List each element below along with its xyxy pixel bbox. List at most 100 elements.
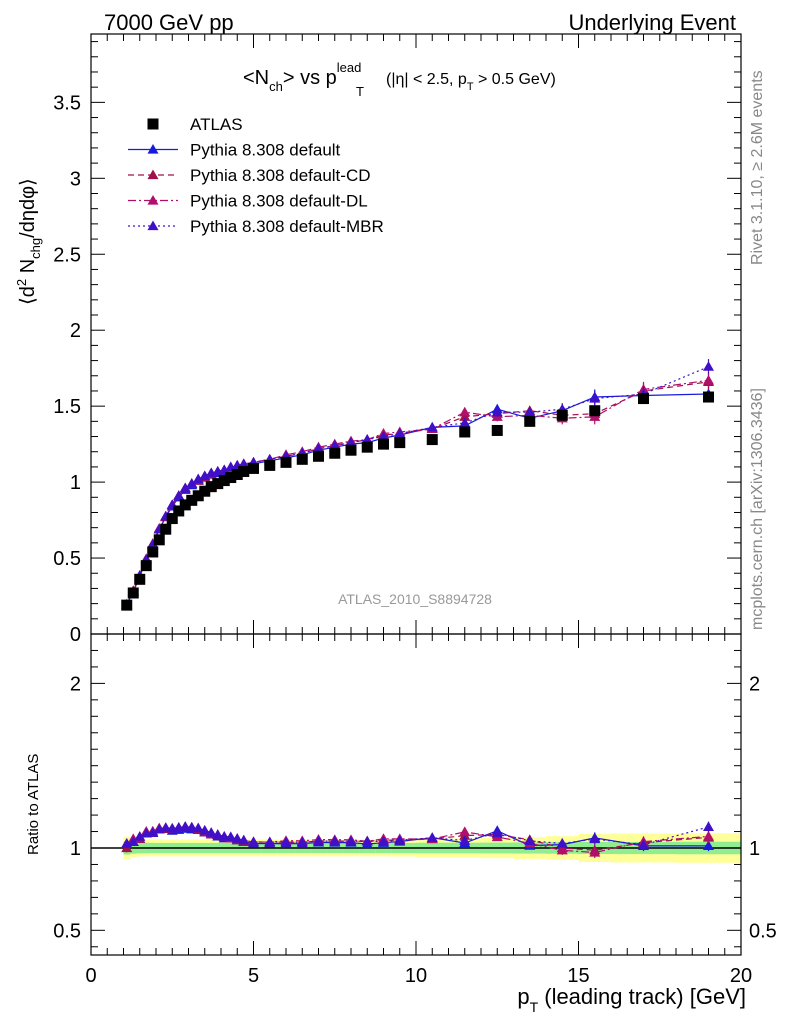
ratio-point bbox=[231, 833, 243, 843]
series-line bbox=[126, 379, 709, 605]
main-title: <Nch> vs plead bbox=[243, 60, 361, 94]
y-tick-label: 0.5 bbox=[53, 920, 81, 942]
ratio-point bbox=[225, 831, 237, 841]
series-point bbox=[329, 440, 341, 450]
y-tick-label-right: 2 bbox=[749, 673, 760, 695]
ratio-point bbox=[589, 833, 601, 844]
ratio-point bbox=[638, 839, 649, 849]
y-axis-label-bottom: Ratio to ATLAS bbox=[25, 754, 42, 855]
ratio-point bbox=[459, 835, 471, 845]
x-tick-label: 0 bbox=[85, 965, 96, 987]
series-point bbox=[459, 417, 471, 427]
atlas-point bbox=[147, 546, 159, 558]
y-tick-label: 0.5 bbox=[53, 548, 81, 570]
atlas-point bbox=[192, 490, 204, 502]
atlas-point bbox=[378, 438, 389, 450]
x-tick-label: 5 bbox=[248, 965, 259, 987]
ratio-point bbox=[361, 835, 373, 846]
header-right: Underlying Event bbox=[568, 10, 736, 35]
series-point bbox=[589, 393, 601, 403]
atlas-point bbox=[160, 523, 172, 535]
atlas-point bbox=[153, 534, 165, 546]
ratio-point bbox=[329, 835, 341, 846]
y-tick-label: 1 bbox=[70, 838, 81, 860]
ratio-point bbox=[127, 836, 139, 847]
ratio-point bbox=[205, 827, 217, 837]
atlas-point bbox=[264, 459, 276, 471]
series-point bbox=[313, 443, 324, 453]
series-point bbox=[192, 473, 204, 484]
legend: ATLAS Pythia 8.308 default Pythia 8.308 de… bbox=[128, 115, 384, 236]
atlas-point bbox=[556, 409, 568, 421]
ratio-frame bbox=[90, 633, 742, 956]
series-point bbox=[179, 482, 191, 493]
x-tick-label: 20 bbox=[730, 965, 752, 987]
series-point bbox=[524, 406, 536, 417]
ratio-point bbox=[556, 844, 568, 855]
atlas-point bbox=[394, 437, 406, 449]
ratio-point bbox=[199, 824, 211, 835]
x-tick-label: 10 bbox=[405, 965, 427, 987]
ratio-point bbox=[186, 821, 198, 832]
ratio-point bbox=[248, 836, 259, 847]
y-tick-label: 3 bbox=[70, 168, 81, 190]
atlas-point bbox=[140, 560, 152, 572]
series-point bbox=[199, 470, 211, 481]
atlas-point bbox=[205, 481, 217, 493]
series-point bbox=[703, 361, 714, 371]
ratio-point bbox=[313, 835, 324, 846]
legend-label: Pythia 8.308 default-DL bbox=[190, 192, 368, 211]
ratio-point bbox=[589, 846, 601, 857]
ratio-point bbox=[212, 829, 224, 839]
atlas-point bbox=[491, 424, 503, 436]
series-line bbox=[126, 381, 709, 606]
y-tick-label-right: 1 bbox=[749, 838, 760, 860]
atlas-point bbox=[426, 434, 438, 446]
atlas-point bbox=[329, 447, 341, 459]
ratio-point bbox=[556, 837, 568, 848]
series-point bbox=[238, 458, 250, 468]
series-point bbox=[459, 406, 471, 417]
rivet-label: Rivet 3.1.10, ≥ 2.6M events bbox=[749, 70, 766, 265]
header-left: 7000 GeV pp bbox=[104, 10, 234, 35]
y-tick-label: 2 bbox=[70, 673, 81, 695]
atlas-point bbox=[248, 462, 259, 474]
y-tick-label: 3.5 bbox=[53, 92, 81, 114]
atlas-point bbox=[218, 475, 230, 487]
main-title-cuts: (|η| < 2.5, pT > 0.5 GeV) bbox=[386, 71, 556, 93]
atlas-point bbox=[313, 450, 324, 462]
series-point bbox=[218, 464, 230, 475]
atlas-point bbox=[179, 499, 191, 511]
series-point bbox=[703, 374, 714, 385]
analysis-watermark: ATLAS_2010_S8894728 bbox=[338, 591, 492, 607]
ratio-plot: 0 5 10 15 20 0.5 0.5 1 1 2 2 bbox=[53, 633, 777, 987]
atlas-point bbox=[296, 453, 308, 465]
atlas-point bbox=[524, 415, 536, 427]
atlas-point bbox=[238, 465, 250, 477]
y-tick-label: 0 bbox=[70, 624, 81, 646]
series-point bbox=[147, 538, 159, 549]
legend-label: Pythia 8.308 default-CD bbox=[190, 166, 371, 185]
ratio-point bbox=[160, 822, 172, 832]
series-point bbox=[394, 427, 406, 438]
atlas-point bbox=[166, 513, 178, 525]
y-axis-label-top: ⟨d2 Nchg/dηdφ⟩ bbox=[14, 178, 43, 305]
x-axis-label: pT (leading track) [GeV] bbox=[517, 984, 746, 1015]
ratio-point bbox=[703, 830, 714, 841]
ratio-point bbox=[134, 831, 146, 841]
ratio-point bbox=[345, 835, 357, 846]
main-frame bbox=[90, 33, 742, 635]
atlas-point bbox=[225, 472, 237, 484]
atlas-point bbox=[459, 426, 471, 438]
series-point bbox=[345, 437, 357, 447]
series-point bbox=[491, 406, 503, 417]
ratio-point bbox=[179, 821, 191, 831]
main-plot: 0 0.5 1 1.5 2 2.5 3 3.5 bbox=[53, 33, 742, 646]
atlas-point bbox=[361, 441, 373, 453]
legend-label: Pythia 8.308 default bbox=[190, 141, 341, 160]
legend-marker-atlas bbox=[147, 118, 159, 130]
atlas-point bbox=[703, 391, 714, 403]
legend-label: Pythia 8.308 default-MBR bbox=[190, 217, 384, 236]
legend-marker bbox=[147, 169, 159, 180]
